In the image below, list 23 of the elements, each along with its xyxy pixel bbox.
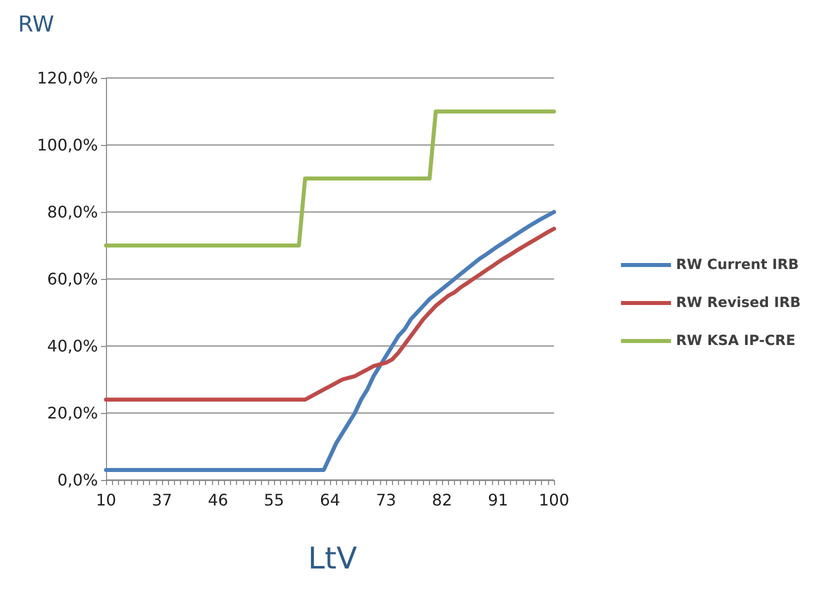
- x-tick-label: 82: [432, 490, 452, 510]
- y-tick-label: 120,0%: [36, 68, 98, 88]
- line-series: [104, 226, 556, 402]
- legend-label: RW Current IRB: [676, 257, 799, 273]
- y-tick-label: 100,0%: [36, 136, 98, 154]
- legend-label: RW KSA IP-CRE: [676, 333, 796, 349]
- x-tick-label: 37: [152, 490, 172, 510]
- legend-label: RW Revised IRB: [676, 295, 801, 311]
- y-tick-label: 80,0%: [47, 202, 98, 222]
- y-tick-label: 0,0%: [57, 470, 98, 490]
- x-axis-title: LtV: [308, 542, 358, 576]
- x-tick-label: 64: [320, 490, 340, 510]
- x-tick-label: 10: [96, 490, 116, 510]
- x-tick-label: 55: [264, 490, 284, 510]
- x-tick-label: 100: [538, 490, 570, 510]
- y-tick-label: 40,0%: [47, 336, 98, 356]
- y-tick-label: 20,0%: [47, 404, 98, 422]
- x-tick-label: 91: [488, 490, 508, 510]
- x-tick-label: 46: [208, 490, 228, 510]
- y-axis-title: RW: [18, 12, 54, 38]
- y-tick-label: 60,0%: [47, 270, 98, 288]
- x-tick-label: 73: [376, 490, 396, 510]
- line-series: [104, 210, 556, 472]
